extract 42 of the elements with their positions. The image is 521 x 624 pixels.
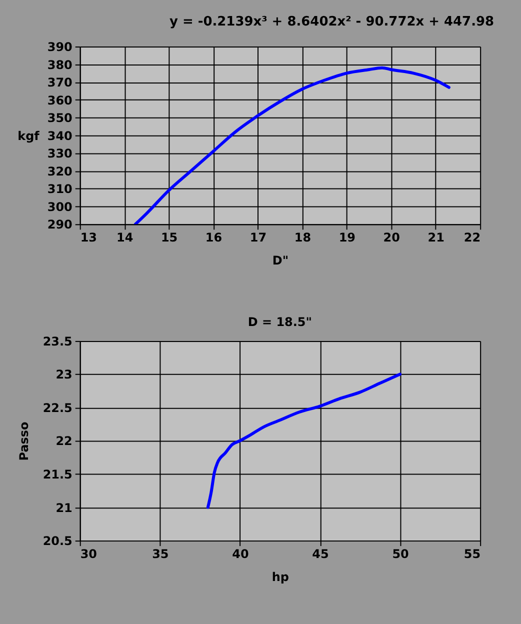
chart-title: D = 18.5" <box>248 314 312 329</box>
x-tick-label: 35 <box>152 547 169 562</box>
x-tick-label: 13 <box>80 230 97 245</box>
x-axis-title: D" <box>272 254 289 268</box>
x-tick-label: 18 <box>294 230 312 245</box>
x-tick-label: 55 <box>464 547 481 562</box>
x-tick-label: 45 <box>312 547 329 562</box>
x-axis-title: hp <box>272 570 290 584</box>
x-tick-label: 40 <box>232 547 249 562</box>
y-axis-title: kgf <box>18 128 40 143</box>
y-tick-label: 21.5 <box>42 468 72 482</box>
y-axis-title: Passo <box>16 422 31 461</box>
x-tick-label: 15 <box>160 230 178 245</box>
y-tick-label: 340 <box>47 128 72 143</box>
y-tick-label: 380 <box>47 58 72 72</box>
line-series <box>134 66 450 224</box>
x-tick-label: 21 <box>428 230 444 245</box>
y-tick-label: 390 <box>47 40 72 54</box>
y-tick-label: 330 <box>47 146 72 161</box>
y-tick-label: 23 <box>56 368 72 382</box>
x-tick-label: 19 <box>338 230 356 245</box>
y-tick-label: 320 <box>47 164 72 178</box>
x-tick-label: 14 <box>116 230 134 245</box>
y-tick-label: 22.5 <box>42 400 72 415</box>
y-tick-label: 23.5 <box>42 334 72 348</box>
y-tick-label: 21 <box>56 500 72 515</box>
y-tick-label: 360 <box>47 93 72 108</box>
y-tick-label: 290 <box>47 218 72 232</box>
y-tick-label: 20.5 <box>42 534 72 548</box>
x-tick-label: 50 <box>392 547 409 562</box>
x-tick-label: 22 <box>464 230 481 245</box>
text: y = -0.2139x³ + 8.6402x² - 90.772x + 447.98 <box>169 14 494 30</box>
x-tick-label: 16 <box>205 230 222 245</box>
x-tick-label: 30 <box>80 547 97 562</box>
x-tick-label: 20 <box>383 230 400 245</box>
line-series <box>206 372 402 509</box>
y-tick-label: 22 <box>56 434 72 448</box>
y-tick-label: 350 <box>47 111 72 126</box>
y-tick-label: 300 <box>47 200 72 214</box>
x-tick-label: 17 <box>250 230 267 245</box>
y-tick-label: 310 <box>47 182 72 196</box>
y-tick-label: 370 <box>47 76 72 90</box>
